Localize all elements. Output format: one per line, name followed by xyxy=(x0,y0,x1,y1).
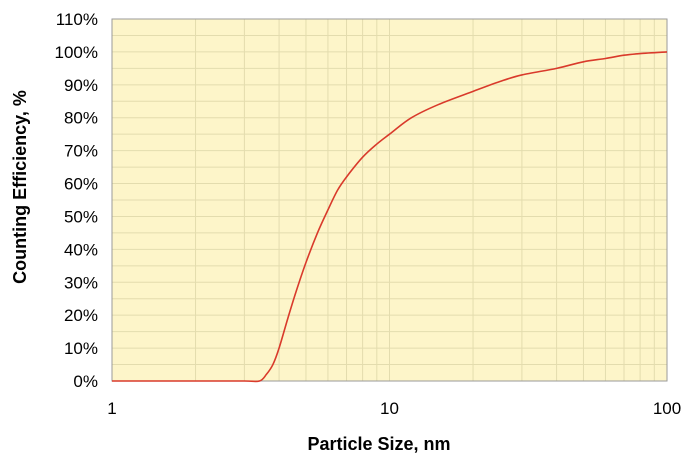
y-tick-label: 50% xyxy=(64,207,98,226)
y-tick-label: 30% xyxy=(64,273,98,292)
counting-efficiency-line xyxy=(112,51,668,383)
plot-frame xyxy=(111,18,668,382)
y-tick-label: 20% xyxy=(64,306,98,325)
y-tick-label: 70% xyxy=(64,142,98,161)
y-tick-label: 80% xyxy=(64,109,98,128)
x-tick-label: 10 xyxy=(380,399,399,418)
y-tick-label: 10% xyxy=(64,339,98,358)
grid-lines xyxy=(111,18,667,382)
y-tick-label: 90% xyxy=(64,76,98,95)
y-tick-label: 100% xyxy=(55,43,98,62)
x-tick-labels: 1 10 100 xyxy=(107,399,681,418)
y-tick-labels: 0% 10% 20% 30% 40% 50% 60% 70% 80% 90% 100% 110% xyxy=(55,10,98,391)
x-tick-label: 1 xyxy=(107,399,116,418)
y-axis-title: Counting Efficiency, % xyxy=(10,90,30,284)
y-tick-label: 40% xyxy=(64,240,98,259)
x-tick-label: 100 xyxy=(653,399,681,418)
y-tick-label: 110% xyxy=(56,10,98,29)
x-axis-title: Particle Size, nm xyxy=(307,434,450,454)
y-tick-label: 60% xyxy=(64,175,98,194)
y-tick-label: 0% xyxy=(73,372,98,391)
